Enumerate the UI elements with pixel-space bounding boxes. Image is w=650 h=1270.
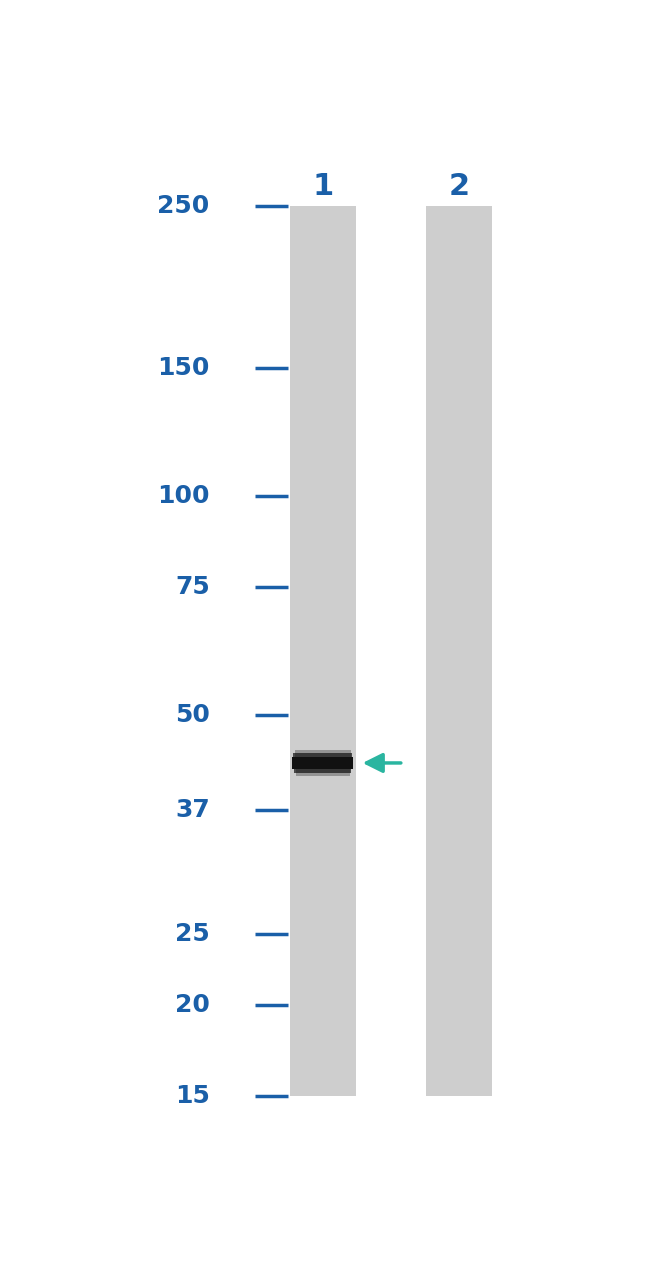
Bar: [291, 206, 356, 1096]
Text: 150: 150: [157, 356, 210, 380]
Text: 50: 50: [175, 704, 210, 728]
Bar: [294, 749, 350, 762]
Text: 25: 25: [175, 922, 210, 946]
Bar: [292, 757, 354, 770]
Bar: [294, 761, 352, 773]
Bar: [296, 763, 350, 776]
Text: 2: 2: [448, 173, 469, 201]
Text: 1: 1: [313, 173, 333, 201]
Bar: [292, 753, 352, 766]
Text: 250: 250: [157, 194, 210, 218]
Text: 75: 75: [175, 575, 210, 599]
Text: 100: 100: [157, 484, 210, 508]
Text: 15: 15: [175, 1085, 210, 1107]
Text: 20: 20: [175, 993, 210, 1017]
Text: 37: 37: [175, 799, 210, 823]
Bar: [426, 206, 492, 1096]
